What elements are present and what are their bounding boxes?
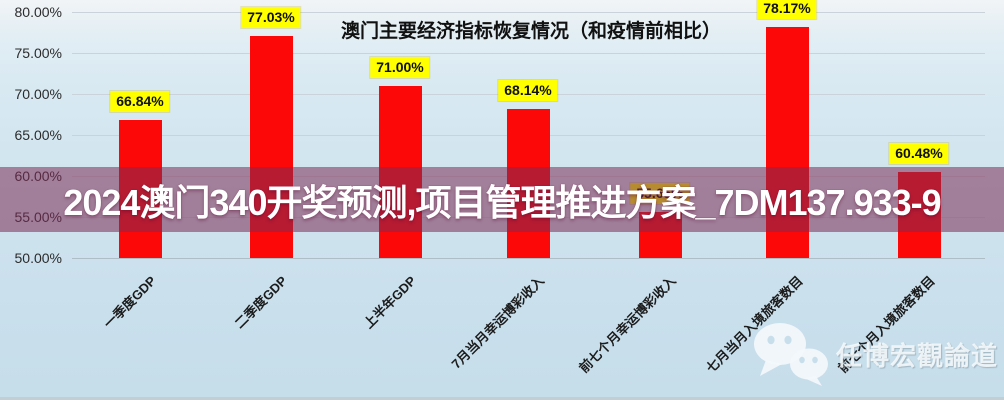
gridline: [72, 53, 985, 54]
bar-value-label: 60.48%: [889, 143, 949, 164]
watermark: 任博宏觀論道: [752, 320, 998, 386]
y-axis-tick-label: 70.00%: [14, 86, 62, 102]
chart-title: 澳门主要经济指标恢复情况（和疫情前相比）: [340, 21, 721, 42]
overlay-banner-text: 2024澳门340开奖预测,项目管理推进方案_7DM137.933-9: [63, 181, 941, 223]
bar-value-label: 77.03%: [241, 7, 301, 28]
watermark-text: 任博宏觀論道: [836, 341, 999, 371]
y-axis-tick-label: 65.00%: [14, 127, 62, 143]
gridline: [72, 12, 985, 13]
y-axis-tick-label: 75.00%: [14, 45, 62, 61]
overlay-banner: 2024澳门340开奖预测,项目管理推进方案_7DM137.933-9: [0, 167, 1004, 232]
bar-value-label: 68.14%: [498, 80, 558, 101]
y-axis-tick-label: 80.00%: [14, 4, 62, 20]
x-axis-label: 二季度GDP: [231, 273, 290, 332]
x-axis-label: 7月当月幸运博彩收入: [448, 273, 547, 372]
wechat-icon: [754, 323, 828, 386]
y-axis-tick-label: 50.00%: [14, 250, 62, 266]
x-axis-label: 上半年GDP: [360, 273, 419, 332]
bottom-edge: [0, 397, 1004, 400]
gridline: [72, 258, 985, 259]
x-axis-label: 前七个月幸运博彩收入: [576, 273, 679, 376]
bar-value-label: 66.84%: [110, 91, 170, 112]
x-axis-label: 一季度GDP: [100, 273, 159, 332]
bar-value-label: 78.17%: [757, 0, 817, 19]
bar-value-label: 71.00%: [370, 57, 430, 78]
